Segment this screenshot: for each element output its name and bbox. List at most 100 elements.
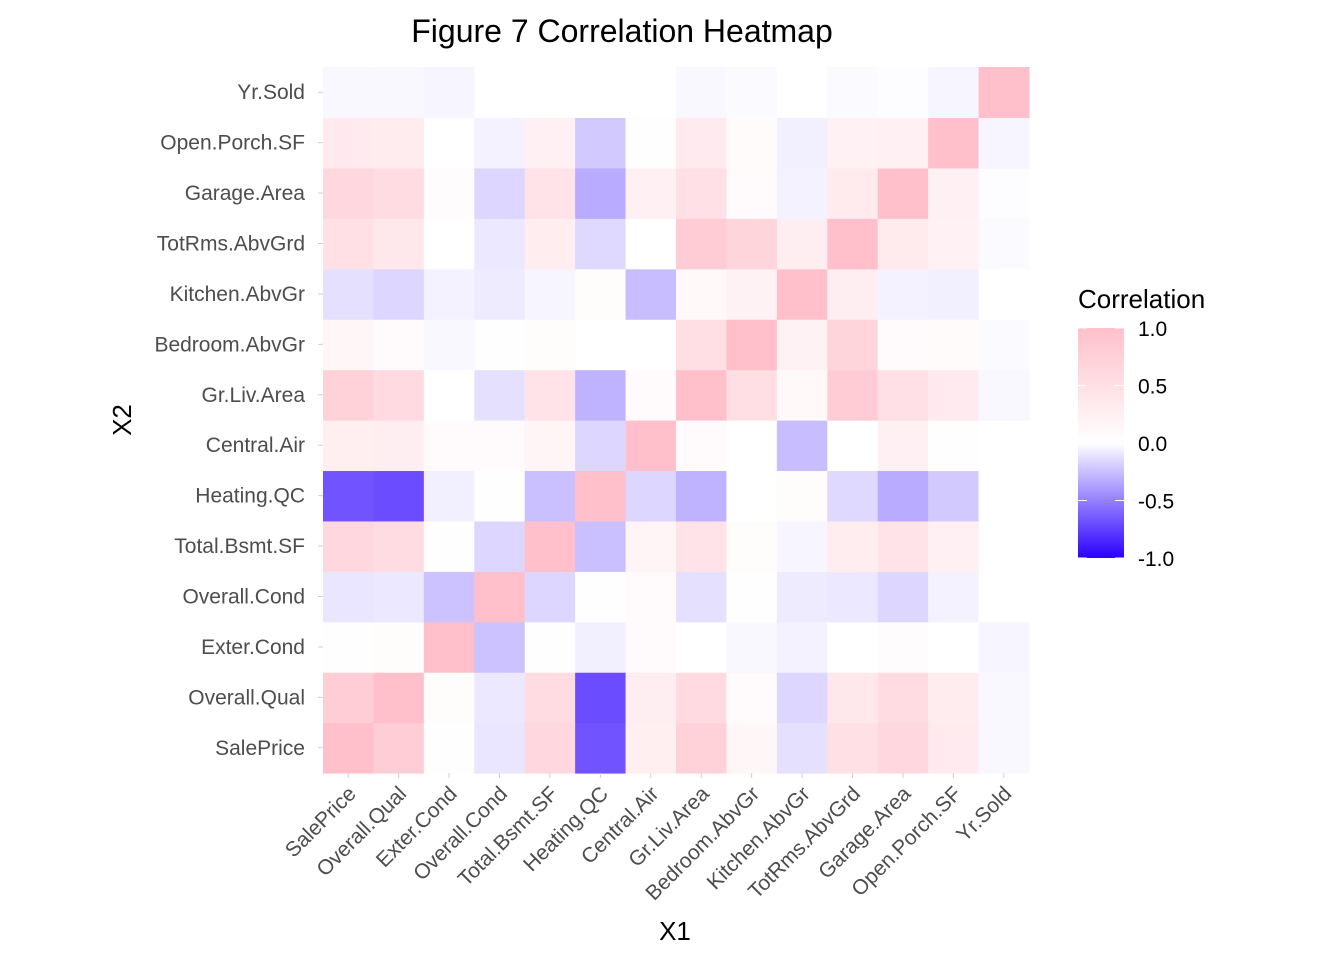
heatmap-cell xyxy=(474,117,526,169)
heatmap-cell xyxy=(978,117,1030,169)
heatmap-cell xyxy=(524,67,576,119)
y-tick-label: Total.Bsmt.SF xyxy=(174,535,305,558)
y-tick-label: Heating.QC xyxy=(195,485,305,508)
heatmap-cell xyxy=(928,369,980,421)
heatmap-cell xyxy=(625,67,677,119)
heatmap-cell xyxy=(827,218,879,270)
heatmap-cell xyxy=(625,218,677,270)
legend-tick-label: 1.0 xyxy=(1138,318,1167,341)
heatmap-cell xyxy=(776,268,828,320)
heatmap-cell xyxy=(928,319,980,371)
heatmap-cell xyxy=(524,167,576,219)
heatmap-cell xyxy=(323,520,375,572)
heatmap-cell xyxy=(373,268,425,320)
heatmap-cell xyxy=(423,672,475,724)
heatmap-cell xyxy=(373,117,425,169)
heatmap-cell xyxy=(625,571,677,623)
heatmap-cell xyxy=(323,672,375,724)
heatmap-cell xyxy=(373,369,425,421)
heatmap-cell xyxy=(575,520,627,572)
heatmap-cell xyxy=(625,167,677,219)
heatmap-cell xyxy=(676,268,728,320)
color-legend: Correlation 1.0 0.5 0.0 -0.5 -1.0 xyxy=(1078,284,1205,571)
heatmap-cell xyxy=(726,117,778,169)
heatmap-cell xyxy=(423,67,475,119)
y-tick-label: Gr.Liv.Area xyxy=(202,384,306,407)
heatmap-cell xyxy=(676,621,728,673)
heatmap-cell xyxy=(827,420,879,472)
heatmap-cell xyxy=(575,420,627,472)
y-tick-label: Bedroom.AbvGr xyxy=(154,333,305,356)
heatmap-cell xyxy=(877,672,929,724)
legend-ticks: 1.0 0.5 0.0 -0.5 -1.0 xyxy=(1078,318,1174,571)
heatmap-cell xyxy=(474,621,526,673)
heatmap-cell xyxy=(776,67,828,119)
heatmap-cell xyxy=(373,218,425,270)
heatmap-cell xyxy=(575,571,627,623)
heatmap-cell xyxy=(776,520,828,572)
heatmap-cell xyxy=(373,520,425,572)
heatmap-cell xyxy=(423,470,475,522)
heatmap-cell xyxy=(978,167,1030,219)
x-axis-title: X1 xyxy=(659,916,691,946)
heatmap-cell xyxy=(928,672,980,724)
heatmap-cell xyxy=(928,470,980,522)
heatmap-cell xyxy=(877,369,929,421)
heatmap-cell xyxy=(474,470,526,522)
heatmap-cell xyxy=(676,218,728,270)
legend-tick-label: 0.5 xyxy=(1138,376,1167,399)
heatmap-cell xyxy=(877,319,929,371)
heatmap-cell xyxy=(575,672,627,724)
x-axis-ticks: SalePriceOverall.QualExter.CondOverall.C… xyxy=(281,773,1016,905)
heatmap-cell xyxy=(373,722,425,774)
heatmap-cell xyxy=(474,722,526,774)
heatmap-cell xyxy=(676,420,728,472)
heatmap-cell xyxy=(373,167,425,219)
heatmap-cell xyxy=(474,420,526,472)
heatmap-cell xyxy=(827,268,879,320)
heatmap-cell xyxy=(676,470,728,522)
heatmap-cell xyxy=(827,672,879,724)
heatmap-cell xyxy=(323,420,375,472)
heatmap-cell xyxy=(827,621,879,673)
heatmap-cell xyxy=(625,470,677,522)
y-tick-label: Garage.Area xyxy=(185,182,306,205)
heatmap-cell xyxy=(928,218,980,270)
heatmap-cells xyxy=(323,67,1030,774)
heatmap-cell xyxy=(928,268,980,320)
heatmap-cell xyxy=(978,470,1030,522)
heatmap-cell xyxy=(776,167,828,219)
heatmap-cell xyxy=(827,470,879,522)
heatmap-cell xyxy=(877,420,929,472)
heatmap-cell xyxy=(676,369,728,421)
heatmap-cell xyxy=(524,621,576,673)
heatmap-cell xyxy=(323,268,375,320)
heatmap-cell xyxy=(474,369,526,421)
heatmap-cell xyxy=(676,67,728,119)
heatmap-cell xyxy=(776,672,828,724)
legend-tick-label: 0.0 xyxy=(1138,433,1167,456)
heatmap-cell xyxy=(625,520,677,572)
heatmap-cell xyxy=(978,672,1030,724)
heatmap-cell xyxy=(575,167,627,219)
heatmap-cell xyxy=(524,672,576,724)
heatmap-cell xyxy=(877,470,929,522)
heatmap-cell xyxy=(373,67,425,119)
heatmap-cell xyxy=(726,67,778,119)
heatmap-cell xyxy=(423,117,475,169)
heatmap-cell xyxy=(877,621,929,673)
heatmap-cell xyxy=(827,67,879,119)
heatmap-cell xyxy=(827,571,879,623)
heatmap-cell xyxy=(726,520,778,572)
heatmap-cell xyxy=(323,722,375,774)
heatmap-cell xyxy=(524,319,576,371)
heatmap-cell xyxy=(827,722,879,774)
heatmap-cell xyxy=(423,167,475,219)
heatmap-cell xyxy=(474,167,526,219)
legend-tick-label: -0.5 xyxy=(1138,491,1174,514)
heatmap-cell xyxy=(575,470,627,522)
heatmap-cell xyxy=(323,117,375,169)
heatmap-cell xyxy=(575,268,627,320)
heatmap-cell xyxy=(575,117,627,169)
